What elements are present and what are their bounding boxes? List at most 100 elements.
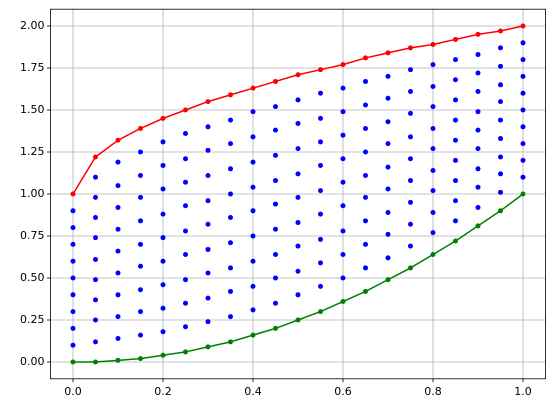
line-marker <box>70 191 76 197</box>
scatter-point <box>160 305 166 311</box>
line-marker <box>385 277 391 283</box>
scatter-point <box>115 292 121 298</box>
x-tick-label: 0.6 <box>334 385 352 398</box>
scatter-point <box>250 307 256 313</box>
scatter-point <box>340 228 346 234</box>
scatter-point <box>385 73 391 79</box>
x-tick-label: 0.8 <box>424 385 442 398</box>
scatter-point <box>273 201 278 207</box>
scatter-point <box>453 198 458 204</box>
y-tick-label: 1.00 <box>20 187 45 200</box>
scatter-point <box>273 104 278 110</box>
scatter-point <box>363 149 368 155</box>
scatter-point <box>228 141 233 147</box>
scatter-point <box>93 339 98 345</box>
scatter-point <box>340 275 346 281</box>
line-marker <box>205 99 211 105</box>
scatter-point <box>250 159 256 165</box>
scatter-point <box>183 251 188 257</box>
scatter-point <box>498 45 503 51</box>
scatter-point <box>520 107 526 113</box>
scatter-point <box>70 342 76 348</box>
scatter-point <box>115 226 121 232</box>
scatter-point <box>520 40 526 46</box>
scatter-point <box>295 243 301 249</box>
scatter-point <box>273 275 278 281</box>
scatter-point <box>250 233 256 239</box>
scatter-point <box>520 57 526 63</box>
y-tick-label: 0.50 <box>20 271 45 284</box>
scatter-point <box>498 154 503 160</box>
scatter-point <box>430 125 436 131</box>
scatter-point <box>160 186 166 192</box>
scatter-point <box>475 166 481 172</box>
scatter-point <box>70 292 76 298</box>
line-marker <box>160 115 166 121</box>
scatter-point <box>250 109 256 115</box>
scatter-point <box>250 208 256 214</box>
scatter-point <box>318 260 323 266</box>
scatter-point <box>295 171 301 177</box>
scatter-point <box>138 241 143 247</box>
scatter-point <box>228 240 233 246</box>
scatter-point <box>340 109 346 115</box>
scatter-point <box>228 314 233 320</box>
scatter-point <box>520 124 526 130</box>
scatter-point <box>70 225 76 231</box>
line-marker <box>160 352 166 358</box>
scatter-point <box>430 62 436 68</box>
scatter-point <box>385 119 391 125</box>
line-marker <box>408 45 413 51</box>
scatter-point <box>408 67 413 73</box>
scatter-point <box>363 173 368 179</box>
line-marker <box>205 344 211 350</box>
scatter-point <box>183 203 188 209</box>
scatter-point <box>520 90 526 96</box>
scatter-point <box>93 174 98 180</box>
scatter-point <box>408 199 413 205</box>
scatter-point <box>318 90 323 96</box>
line-marker <box>340 62 346 68</box>
scatter-point <box>475 70 481 76</box>
scatter-point <box>453 178 458 184</box>
line-marker <box>318 67 323 73</box>
line-marker <box>138 125 143 131</box>
line-marker <box>520 191 526 197</box>
scatter-point <box>453 77 458 83</box>
scatter-point <box>228 117 233 123</box>
scatter-point <box>385 141 391 147</box>
scatter-point <box>453 57 458 63</box>
scatter-point <box>93 317 98 323</box>
scatter-point <box>453 218 458 224</box>
line-marker <box>228 92 233 98</box>
line-marker <box>228 339 233 345</box>
scatter-point <box>160 139 166 145</box>
scatter-point <box>250 134 256 140</box>
scatter-point <box>385 255 391 261</box>
scatter-point <box>475 204 481 210</box>
scatter-point <box>363 218 368 224</box>
line-marker <box>93 154 98 160</box>
scatter-point <box>273 178 278 184</box>
y-tick-label: 2.00 <box>20 19 45 32</box>
scatter-point <box>70 258 76 264</box>
scatter-point <box>340 251 346 257</box>
line-marker <box>498 208 503 214</box>
scatter-point <box>340 132 346 138</box>
scatter-point <box>93 194 98 200</box>
scatter-point <box>138 332 143 338</box>
scatter-point <box>475 127 481 133</box>
line-marker <box>250 85 256 91</box>
scatter-point <box>205 147 211 153</box>
scatter-point <box>138 194 143 200</box>
line-marker <box>430 41 436 47</box>
scatter-point <box>520 157 526 163</box>
scatter-point <box>498 136 503 142</box>
scatter-point <box>295 268 301 274</box>
scatter-point <box>408 134 413 140</box>
scatter-point <box>430 188 436 194</box>
scatter-point <box>363 78 368 84</box>
scatter-point <box>160 162 166 168</box>
scatter-point <box>183 179 188 185</box>
scatter-point <box>115 183 121 189</box>
